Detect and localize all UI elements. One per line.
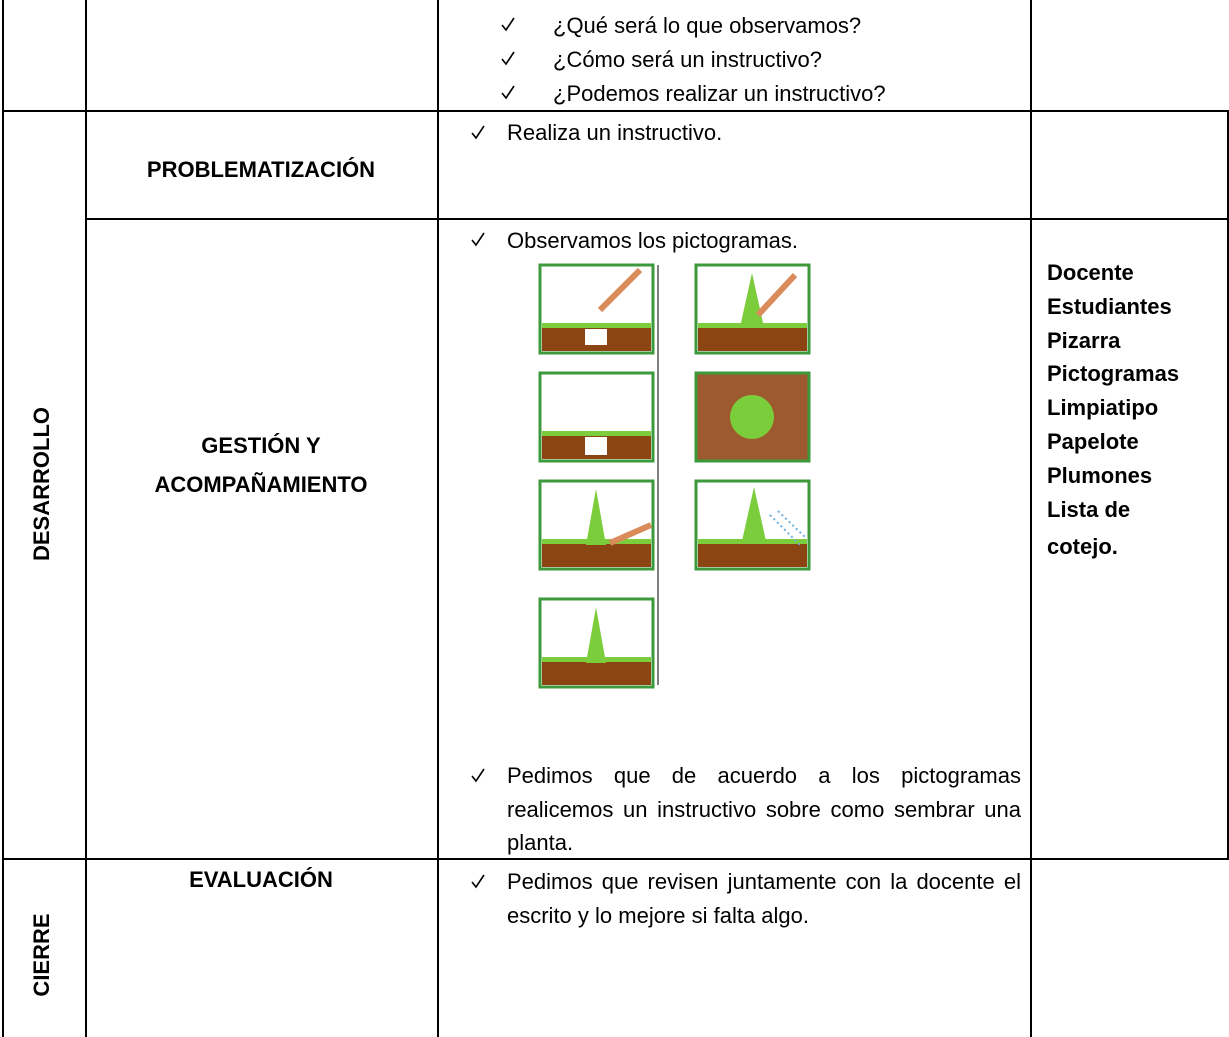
border <box>2 858 1229 860</box>
stage-label: EVALUACIÓN <box>189 867 333 892</box>
stage-line: ACOMPAÑAMIENTO <box>154 472 368 497</box>
border <box>1227 110 1229 858</box>
check-icon <box>471 125 485 140</box>
bullet-text: ¿Qué será lo que observamos? <box>553 13 862 38</box>
resource-item: Lista de <box>1047 496 1131 522</box>
border <box>437 0 439 1037</box>
bullet-text: Pedimos que de acuerdo a los pictogramas… <box>507 763 1021 855</box>
phase-label: CIERRE <box>29 913 54 997</box>
check-icon <box>471 232 485 247</box>
bullet-text: ¿Cómo será un instructivo? <box>553 47 822 72</box>
resource-item: Limpiatipo <box>1047 395 1159 421</box>
check-icon <box>501 17 515 32</box>
check-icon <box>471 874 485 889</box>
resource-item: Pictogramas <box>1047 361 1180 387</box>
resource-item: Plumones <box>1047 462 1153 488</box>
border <box>2 0 4 1037</box>
stage-label: PROBLEMATIZACIÓN <box>146 157 376 182</box>
resource-item: Pizarra <box>1047 327 1121 353</box>
bullet-text: Pedimos que revisen juntamente con la do… <box>507 869 1021 928</box>
pictograms <box>538 263 811 689</box>
resource-item: Papelote <box>1047 428 1139 454</box>
resource-item: Estudiantes <box>1047 293 1172 319</box>
bullet-text: Realiza un instructivo. <box>507 120 723 145</box>
border <box>85 218 1229 220</box>
phase-label: DESARROLLO <box>29 407 54 561</box>
border <box>1030 0 1032 1037</box>
border <box>2 110 1229 112</box>
resources: Docente Estudiantes Pizarra Pictogramas … <box>1047 256 1179 564</box>
resource-item: cotejo. <box>1047 534 1118 560</box>
bullet-text: ¿Podemos realizar un instructivo? <box>553 81 886 106</box>
resource-item: Docente <box>1047 260 1134 285</box>
check-icon <box>501 51 515 66</box>
stage-label: GESTIÓN Y ACOMPAÑAMIENTO <box>85 426 437 504</box>
check-icon <box>501 85 515 100</box>
bullet-text: Observamos los pictogramas. <box>507 228 798 253</box>
stage-line: GESTIÓN Y <box>201 433 321 458</box>
check-icon <box>471 768 485 783</box>
border <box>85 0 87 1037</box>
